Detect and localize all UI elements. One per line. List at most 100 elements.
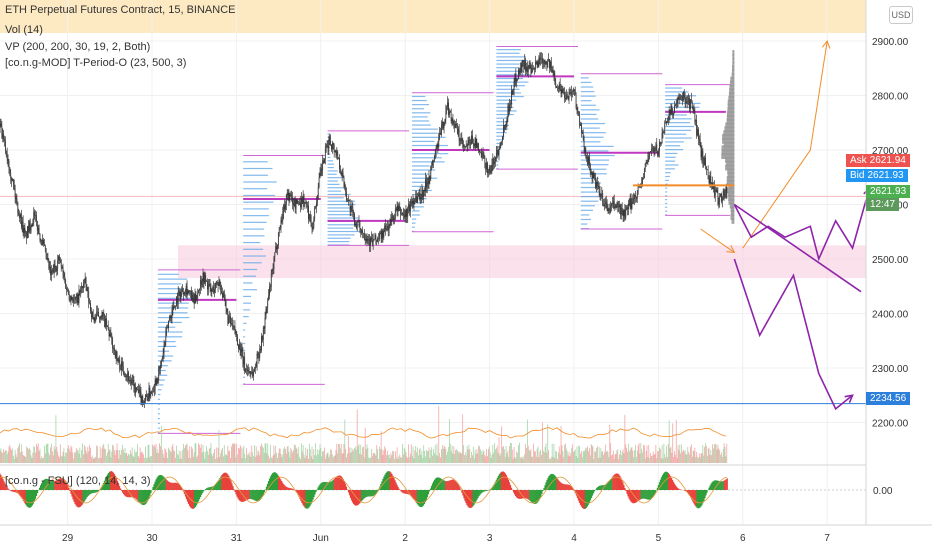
candle-body (719, 196, 721, 202)
volume-bar (465, 455, 467, 463)
volume-bar (612, 450, 614, 463)
candle-body (218, 280, 220, 286)
candle-body (386, 228, 387, 230)
volume-bar (19, 443, 20, 463)
volume-bar (310, 456, 312, 463)
volume-bar (652, 451, 654, 463)
volume-bar (684, 450, 686, 463)
volume-bar (289, 457, 291, 463)
session-profile (327, 130, 410, 246)
volume-bar (665, 457, 667, 463)
profile-bar (665, 106, 700, 108)
candle-body (514, 73, 516, 82)
profile-bar (496, 88, 520, 90)
profile-bar (665, 179, 669, 181)
volume-bar (246, 447, 247, 463)
profile-bar (665, 122, 690, 124)
candle-body (231, 323, 233, 326)
candle-body (216, 281, 218, 285)
candle-body (414, 201, 416, 205)
volume-bar (439, 453, 441, 463)
volume-bar (44, 453, 46, 463)
volume-bar (549, 458, 550, 463)
volume-bar (414, 450, 416, 463)
candle-body (33, 211, 35, 223)
candle-body (369, 238, 371, 246)
volume-bar (156, 452, 158, 463)
candle-body (348, 199, 350, 201)
candle-body (685, 101, 687, 103)
time-tick-label: 5 (656, 533, 662, 544)
volume-bar (607, 452, 609, 463)
candle-body (215, 281, 217, 284)
candle-body (618, 206, 620, 208)
candle-body (274, 252, 276, 258)
volume-bar (499, 455, 501, 463)
profile-bar (731, 72, 735, 79)
volume-bar (388, 454, 390, 463)
volume-bar (164, 448, 166, 463)
candle-body (259, 348, 261, 358)
volume-bar (657, 451, 659, 463)
candle-body (51, 269, 53, 271)
volume-bar (391, 455, 393, 463)
volume-bar (0, 448, 2, 463)
candle-body (208, 283, 210, 285)
candle-body (24, 227, 26, 232)
candle-body (475, 138, 477, 148)
volume-bar (686, 454, 688, 463)
volume-bar (629, 449, 631, 463)
candle-body (492, 158, 494, 165)
candle-body (316, 202, 317, 207)
candle-body (43, 239, 44, 245)
currency-button[interactable]: USD (889, 6, 913, 24)
candle-body (647, 158, 649, 163)
candle-body (534, 68, 535, 70)
candle-body (102, 312, 104, 315)
candle-body (52, 269, 54, 273)
profile-bar (327, 241, 350, 243)
candle-body (98, 316, 100, 318)
candle-body (654, 150, 656, 152)
profile-bar (665, 206, 668, 208)
candle-body (183, 292, 184, 295)
candle-body (98, 311, 99, 317)
profile-bar (580, 127, 600, 129)
candle-body (672, 112, 674, 115)
profile-bar (728, 91, 735, 98)
profile-bar (580, 182, 602, 184)
candle-body (608, 208, 610, 210)
candle-body (366, 238, 368, 241)
candle-body (635, 196, 637, 199)
candle-body (100, 317, 102, 319)
volume-bar (520, 457, 522, 463)
candle-body (484, 156, 486, 164)
candle-body (482, 152, 484, 154)
profile-bar (732, 57, 735, 64)
profile-bar (157, 288, 184, 290)
volume-bar (140, 452, 142, 463)
candle-body (535, 62, 537, 64)
volume-bar (235, 457, 237, 463)
volume-bar (273, 445, 275, 463)
volume-bar (704, 446, 706, 463)
candle-body (283, 204, 285, 213)
volume-bar (376, 445, 378, 463)
time-tick-label: Jun (313, 533, 329, 544)
legend-t-period: [co.n.g-MOD] T-Period-O (23, 500, 3) (5, 57, 187, 69)
profile-bar (411, 153, 449, 155)
profile-bar (327, 227, 354, 229)
candle-body (380, 232, 382, 239)
candle-body (187, 291, 189, 295)
volume-bar (84, 446, 86, 463)
volume-bar (74, 452, 75, 463)
volume-bar (538, 457, 540, 463)
volume-bar (601, 452, 603, 463)
profile-bar (496, 52, 520, 54)
candle-body (450, 110, 452, 122)
volume-bar (9, 444, 11, 463)
candle-body (282, 212, 284, 221)
candle-body (649, 152, 651, 156)
volume-bar (433, 449, 434, 463)
